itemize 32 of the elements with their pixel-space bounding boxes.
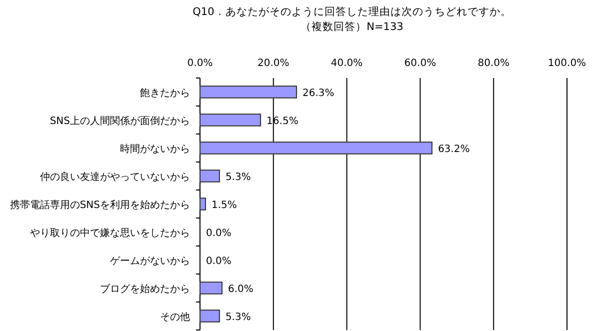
x-tick-label: 20.0%: [258, 58, 290, 69]
bar: [200, 282, 223, 294]
bar: [200, 114, 262, 126]
chart-subtitle: （複数回答）N=133: [300, 20, 404, 33]
y-tick-label: その他: [160, 311, 190, 323]
data-label: 63.2%: [438, 144, 470, 155]
bar: [200, 198, 206, 210]
y-tick-label: ゲームがないから: [110, 256, 190, 267]
bar: [200, 310, 220, 322]
y-tick-label: ブログを始めたから: [100, 283, 190, 295]
x-tick-label: 0.0%: [187, 58, 213, 69]
data-label: 1.5%: [212, 200, 237, 211]
data-label: 0.0%: [206, 256, 232, 267]
x-tick-label: 60.0%: [404, 58, 436, 69]
x-tick-label: 100.0%: [548, 58, 586, 69]
y-tick-label: 時間がないから: [120, 143, 190, 155]
data-label: 6.0%: [228, 284, 254, 295]
y-tick-label: 携帯電話専用のSNSを利用を始めたから: [10, 199, 190, 211]
x-tick-label: 40.0%: [330, 58, 363, 69]
data-label: 26.3%: [302, 88, 334, 99]
y-tick-label: SNS上の人間関係が面倒だから: [50, 115, 190, 127]
x-tick-label: 80.0%: [478, 58, 510, 69]
data-label: 0.0%: [206, 228, 232, 239]
y-tick-label: 仲の良い友達がやっていないから: [40, 171, 190, 183]
bar: [200, 142, 432, 154]
data-label: 5.3%: [225, 172, 251, 183]
bar: [200, 170, 220, 182]
bar: [200, 86, 298, 98]
chart-title: Q10．あなたがそのように回答した理由は次のうちどれですか。: [192, 5, 512, 18]
data-label: 5.3%: [225, 312, 251, 323]
y-tick-label: 飽きたから: [140, 88, 190, 99]
y-tick-label: やり取りの中で嫌な思いをしたから: [30, 227, 190, 239]
